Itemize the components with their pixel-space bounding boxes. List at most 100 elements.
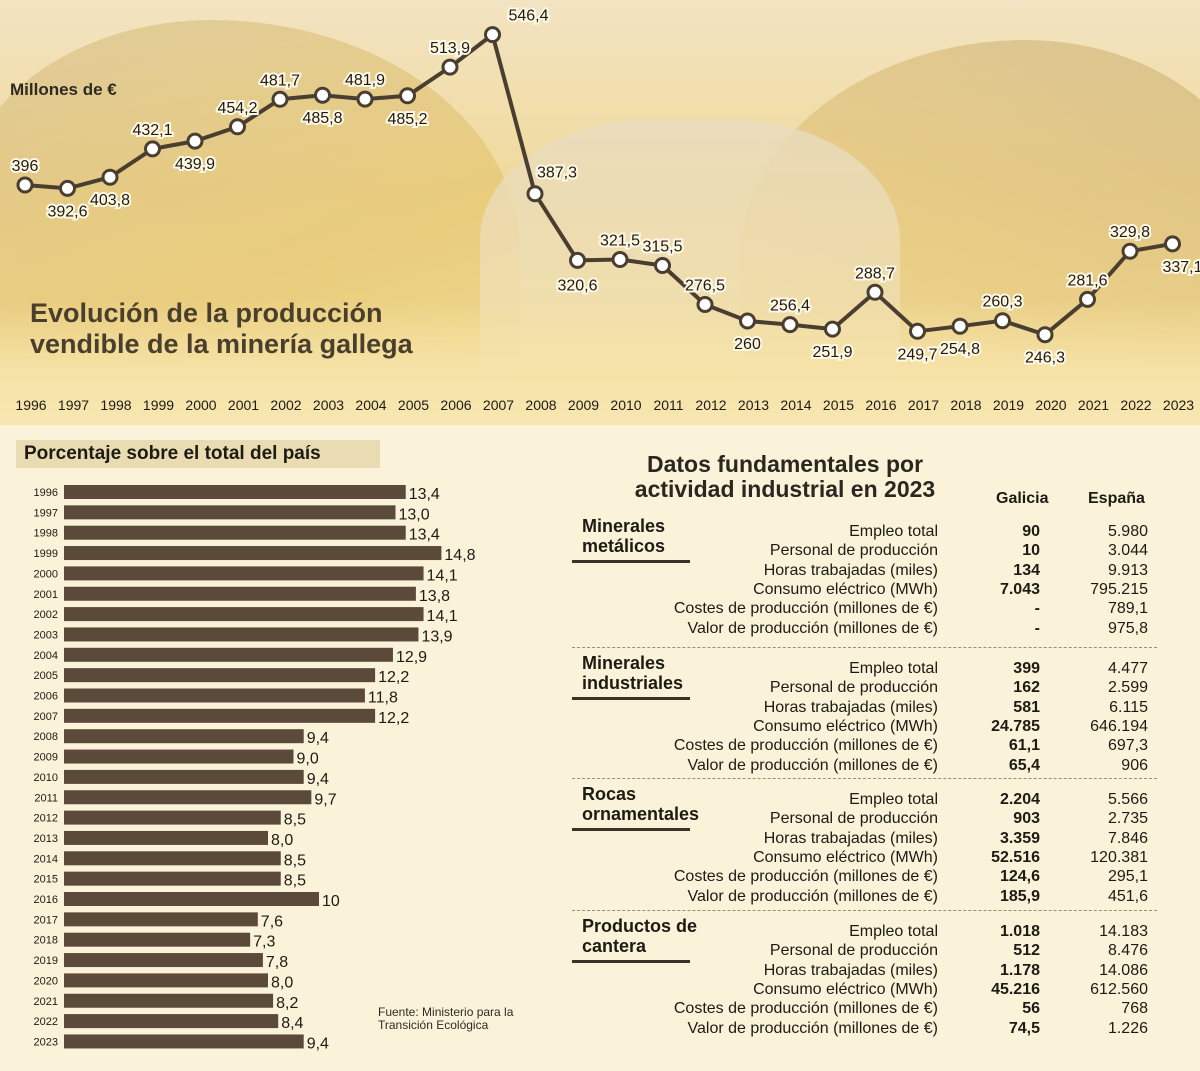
galicia-value: 399 (1013, 660, 1040, 677)
x-tick-label: 2017 (908, 397, 939, 413)
row-label: Consumo eléctrico (MWh) (753, 580, 938, 598)
bar (64, 607, 424, 622)
bar (64, 525, 406, 540)
source-note: Fuente: Ministerio para la Transición Ec… (378, 1005, 514, 1032)
data-label: 546,4 (508, 8, 548, 25)
bar (64, 892, 319, 906)
x-tick-label: 2003 (313, 397, 344, 413)
row-label: Consumo eléctrico (MWh) (753, 717, 938, 735)
x-tick-label: 2016 (865, 397, 896, 413)
galicia-value: 90 (1022, 523, 1040, 540)
data-label: 260,3 (982, 294, 1022, 311)
row-label: Costes de producción (millones de €) (673, 600, 938, 618)
y-tick-label: 2004 (34, 650, 58, 662)
y-tick-label: 2006 (34, 691, 58, 703)
bar (64, 993, 274, 1008)
data-label: 9,4 (307, 771, 329, 788)
espana-value: 14.183 (1099, 923, 1148, 940)
y-tick-label: 2001 (34, 589, 58, 601)
espana-value: 295,1 (1107, 868, 1148, 886)
bar (64, 627, 419, 642)
row-label: Valor de producción (millones de €) (687, 619, 939, 637)
row-label: Personal de producción (769, 679, 938, 697)
x-tick-label: 2012 (695, 397, 726, 413)
y-tick-label: 2014 (34, 853, 58, 865)
table-title: Datos fundamentales por actividad indust… (634, 451, 936, 502)
espana-value: 2.735 (1107, 810, 1148, 828)
x-tick-label: 2022 (1120, 397, 1151, 413)
espana-value: 646.194 (1090, 717, 1148, 735)
bar-chart: 1996 13,4 1997 13,0 1998 13,4 1999 14,8 2000 14,1… (34, 485, 476, 1052)
data-label: 13,0 (399, 506, 430, 523)
y-tick-label: 2021 (34, 996, 58, 1008)
bar (64, 688, 365, 703)
y-tick-label: 2005 (34, 670, 58, 682)
row-label: Personal de producción (769, 942, 938, 960)
bar (64, 485, 406, 499)
data-label: 387,3 (537, 165, 577, 182)
data-point (271, 90, 289, 108)
data-label: 8,0 (271, 832, 293, 849)
data-point (101, 168, 119, 186)
row-label: Empleo total (849, 523, 938, 540)
data-label: 9,4 (307, 730, 329, 747)
table-row: Consumo eléctrico (MWh) 52.516 120.381 (572, 848, 1157, 867)
table-block: Productos de cantera Empleo total 1.018 14.… (572, 910, 1157, 1041)
data-label: 13,8 (419, 588, 450, 605)
table-row: Personal de producción 903 2.735 (572, 809, 1157, 828)
galicia-value: 52.516 (991, 848, 1040, 866)
data-label: 485,2 (387, 111, 427, 128)
data-label: 14,1 (427, 608, 458, 625)
galicia-value: 24.785 (991, 717, 1040, 735)
espana-value: 697,3 (1107, 737, 1148, 755)
y-tick-label: 2023 (34, 1036, 58, 1048)
data-point (59, 179, 76, 197)
bar (64, 932, 251, 947)
data-label: 13,9 (421, 628, 452, 645)
bar (64, 708, 376, 723)
data-label: 513,9 (430, 40, 470, 57)
row-label: Valor de producción (millones de €) (687, 887, 939, 905)
block-separator (572, 910, 1157, 911)
bar (64, 953, 263, 968)
bar (64, 769, 304, 784)
y-tick-label: 2018 (34, 935, 58, 947)
data-label: 12,2 (378, 710, 409, 727)
galicia-value: 581 (1013, 698, 1040, 716)
data-label: 260 (734, 336, 761, 353)
espana-value: 975,8 (1107, 619, 1148, 637)
data-label: 10 (322, 893, 340, 910)
data-label: 315,5 (642, 239, 682, 256)
x-tick-label: 2010 (610, 397, 641, 413)
espana-value: 9.913 (1107, 561, 1148, 579)
row-label: Costes de producción (millones de €) (673, 1000, 938, 1018)
table-row: Costes de producción (millones de €) 124,… (572, 867, 1157, 886)
galicia-value: 65,4 (1008, 756, 1040, 774)
data-point (399, 87, 416, 105)
data-point (824, 320, 841, 338)
row-label: Horas trabajadas (miles) (763, 961, 938, 979)
y-tick-label: 2015 (34, 874, 58, 886)
block-name: Rocas ornamentales (582, 784, 700, 824)
data-label: 439,9 (175, 156, 215, 173)
y-tick-label: 2020 (34, 975, 58, 987)
table-row: Costes de producción (millones de €) 61,1… (572, 736, 1157, 755)
block-underline (572, 960, 690, 963)
row-label: Costes de producción (millones de €) (673, 868, 938, 886)
data-label: 454,2 (217, 100, 257, 117)
table-row: Empleo total 2.204 5.566 (572, 790, 1157, 809)
table-row: Horas trabajadas (miles) 581 6.115 (572, 698, 1157, 717)
galicia-value: 1.178 (999, 961, 1040, 979)
line-chart-title-line2: vendible de la minería gallega (30, 329, 413, 359)
y-tick-label: 2008 (34, 731, 58, 743)
x-tick-label: 2013 (738, 397, 769, 413)
bar (64, 912, 258, 927)
data-point (1121, 242, 1139, 260)
data-point (866, 283, 884, 301)
block-underline (572, 828, 690, 831)
bar (64, 647, 393, 662)
galicia-value: 134 (1013, 561, 1040, 579)
block-name: Minerales industriales (582, 653, 684, 693)
data-point (1164, 235, 1181, 253)
x-tick-label: 2002 (270, 397, 301, 413)
